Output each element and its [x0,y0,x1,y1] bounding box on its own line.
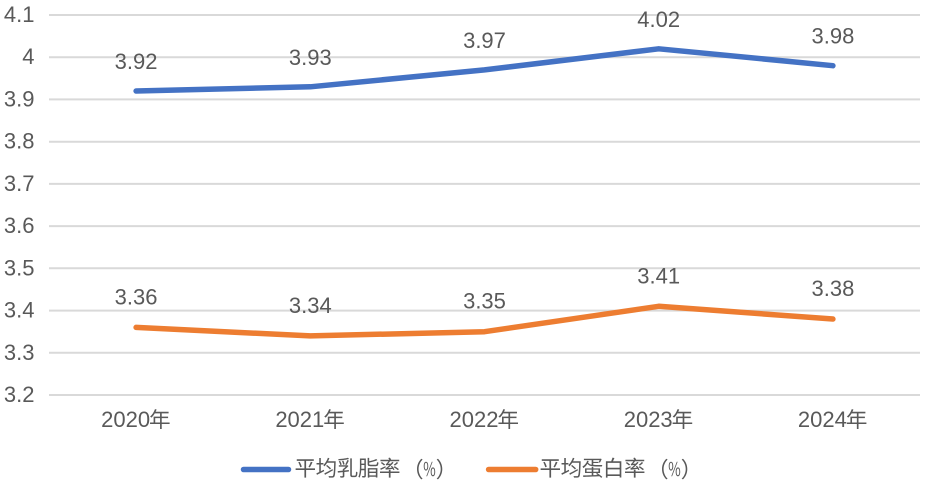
svg-text:4: 4 [22,44,34,69]
svg-text:2024: 2024 [798,407,847,432]
svg-text:3.93: 3.93 [289,45,332,70]
svg-text:2020: 2020 [101,407,150,432]
svg-text:3.2: 3.2 [4,382,35,407]
svg-text:3.8: 3.8 [4,129,35,154]
svg-text:4.1: 4.1 [4,2,35,27]
svg-text:4.02: 4.02 [637,7,680,32]
svg-text:3.9: 3.9 [4,86,35,111]
svg-text:3.7: 3.7 [4,171,35,196]
svg-text:3.35: 3.35 [463,289,506,314]
svg-text:2022: 2022 [450,407,499,432]
svg-text:3.97: 3.97 [463,28,506,53]
svg-text:2021: 2021 [275,407,324,432]
svg-text:3.36: 3.36 [115,284,158,309]
svg-text:3.5: 3.5 [4,255,35,280]
svg-text:3.3: 3.3 [4,340,35,365]
svg-text:3.34: 3.34 [289,293,332,318]
svg-text:3.92: 3.92 [115,49,158,74]
svg-text:3.4: 3.4 [4,298,35,323]
svg-text:3.6: 3.6 [4,213,35,238]
svg-text:3.41: 3.41 [637,263,680,288]
svg-text:2023: 2023 [624,407,673,432]
svg-text:3.38: 3.38 [811,276,854,301]
svg-text:3.98: 3.98 [811,24,854,49]
